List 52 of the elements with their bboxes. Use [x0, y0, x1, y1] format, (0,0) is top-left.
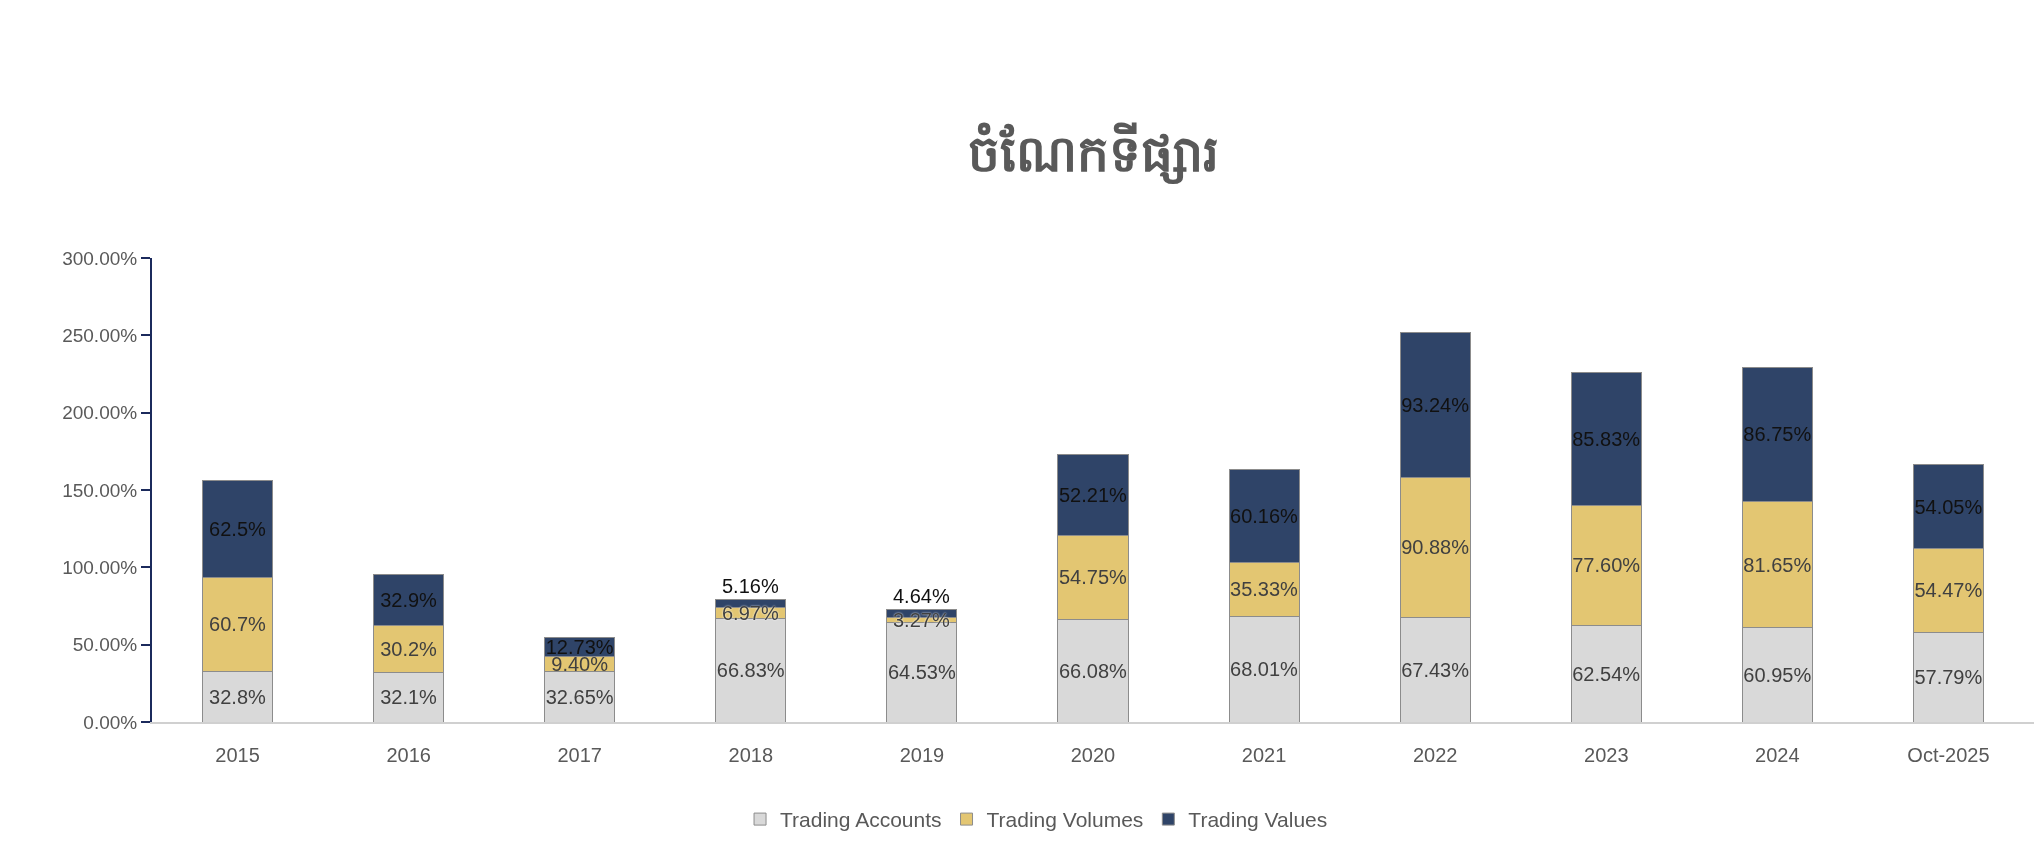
data-label: 60.7%	[209, 613, 267, 636]
legend-label: Trading Values	[1188, 808, 1328, 832]
data-label: 60.95%	[1743, 663, 1812, 686]
data-label: 54.47%	[1914, 579, 1983, 602]
x-tick-label: 2021	[1241, 744, 1287, 766]
y-tick-label: 100.00%	[62, 556, 138, 578]
x-tick-label: 2024	[1755, 744, 1800, 766]
data-label: 62.5%	[209, 518, 267, 541]
x-tick-label: 2020	[1070, 744, 1116, 766]
y-tick-label: 50.00%	[72, 634, 138, 656]
legend-label: Trading Accounts	[780, 808, 942, 832]
data-label: 77.60%	[1572, 554, 1641, 577]
y-tick-label: 150.00%	[62, 479, 138, 501]
data-label: 32.8%	[209, 685, 267, 708]
data-label: 68.01%	[1230, 658, 1299, 681]
data-label: 93.24%	[1401, 394, 1470, 417]
x-tick-label: 2018	[728, 744, 774, 766]
data-label: 57.79%	[1914, 666, 1983, 689]
data-label: 66.08%	[1058, 659, 1128, 682]
data-label: 52.21%	[1058, 483, 1128, 506]
data-label: 90.88%	[1401, 536, 1470, 559]
y-tick-label: 200.00%	[62, 402, 138, 424]
data-label: 60.16%	[1230, 504, 1299, 527]
x-tick-label: 2019	[899, 744, 945, 766]
x-tick-label: 2015	[215, 744, 260, 766]
data-label: 6.97%	[722, 602, 779, 624]
x-tick-label: Oct-2025	[1907, 744, 1990, 766]
data-label: 30.2%	[380, 637, 438, 660]
data-label: 32.1%	[380, 686, 438, 709]
data-label: 62.54%	[1572, 662, 1641, 685]
data-label: 4.64%	[893, 585, 950, 607]
data-label: 85.83%	[1572, 427, 1641, 450]
data-label: 32.9%	[380, 589, 438, 612]
data-label: 86.75%	[1743, 423, 1812, 446]
data-label: 32.65%	[545, 685, 614, 708]
y-tick-label: 250.00%	[62, 324, 138, 346]
data-label: 64.53%	[887, 661, 956, 684]
x-tick-label: 2022	[1412, 744, 1458, 766]
data-label: 67.43%	[1401, 658, 1470, 681]
data-label: 66.83%	[716, 659, 785, 682]
x-tick-label: 2023	[1584, 744, 1629, 766]
y-tick-label: 0.00%	[83, 711, 138, 733]
data-label: 35.33%	[1230, 578, 1299, 601]
legend-label: Trading Volumes	[986, 808, 1144, 832]
x-tick-label: 2017	[557, 744, 602, 766]
data-label: 54.05%	[1914, 495, 1983, 518]
chart-title: ចំណែកទីផ្សារ	[967, 121, 1219, 184]
data-label: 81.65%	[1743, 553, 1812, 576]
x-tick-label: 2016	[386, 744, 431, 766]
data-label: 5.16%	[722, 575, 779, 597]
y-tick-label: 300.00%	[62, 247, 138, 269]
data-label: 54.75%	[1058, 566, 1128, 589]
